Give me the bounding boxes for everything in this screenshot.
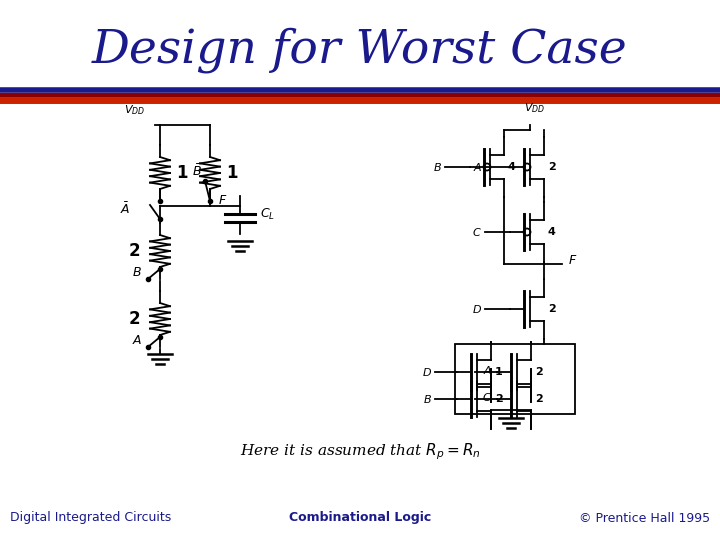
Text: 2: 2 xyxy=(128,310,140,328)
Text: $D$: $D$ xyxy=(472,303,482,315)
Text: $V_{DD}$: $V_{DD}$ xyxy=(524,101,546,115)
Text: Combinational Logic: Combinational Logic xyxy=(289,511,431,524)
Text: Design for Worst Case: Design for Worst Case xyxy=(92,27,628,73)
Text: $A$: $A$ xyxy=(472,161,482,173)
Text: $\bar{A}$: $\bar{A}$ xyxy=(120,201,130,217)
Text: $\bar{B}$: $\bar{B}$ xyxy=(192,164,202,179)
Text: $B$: $B$ xyxy=(132,267,142,280)
Text: 2: 2 xyxy=(128,242,140,260)
Text: 4: 4 xyxy=(508,162,516,172)
Text: $A$: $A$ xyxy=(132,334,142,348)
Text: 2: 2 xyxy=(535,394,543,403)
Text: $V_{DD}$: $V_{DD}$ xyxy=(125,103,145,117)
Text: 2: 2 xyxy=(548,162,556,172)
Bar xyxy=(455,344,575,414)
Text: $C$: $C$ xyxy=(482,390,492,403)
Text: $B$: $B$ xyxy=(423,393,432,404)
Text: 2: 2 xyxy=(495,394,503,403)
Text: $C$: $C$ xyxy=(472,226,482,238)
Text: © Prentice Hall 1995: © Prentice Hall 1995 xyxy=(579,511,710,524)
Text: 2: 2 xyxy=(548,304,556,314)
Text: $F$: $F$ xyxy=(568,254,577,267)
Text: Here it is assumed that $R_p = R_n$: Here it is assumed that $R_p = R_n$ xyxy=(240,442,480,462)
Text: $F$: $F$ xyxy=(218,194,228,207)
Text: 2: 2 xyxy=(535,367,543,377)
Text: $C_L$: $C_L$ xyxy=(260,207,275,222)
Text: $D$: $D$ xyxy=(422,366,432,378)
Text: $A$: $A$ xyxy=(482,364,492,376)
Text: 4: 4 xyxy=(548,227,556,237)
Text: $B$: $B$ xyxy=(433,161,442,173)
Text: 1: 1 xyxy=(495,367,503,377)
Text: Digital Integrated Circuits: Digital Integrated Circuits xyxy=(10,511,171,524)
Text: 1: 1 xyxy=(176,164,187,182)
Text: 1: 1 xyxy=(226,164,238,182)
